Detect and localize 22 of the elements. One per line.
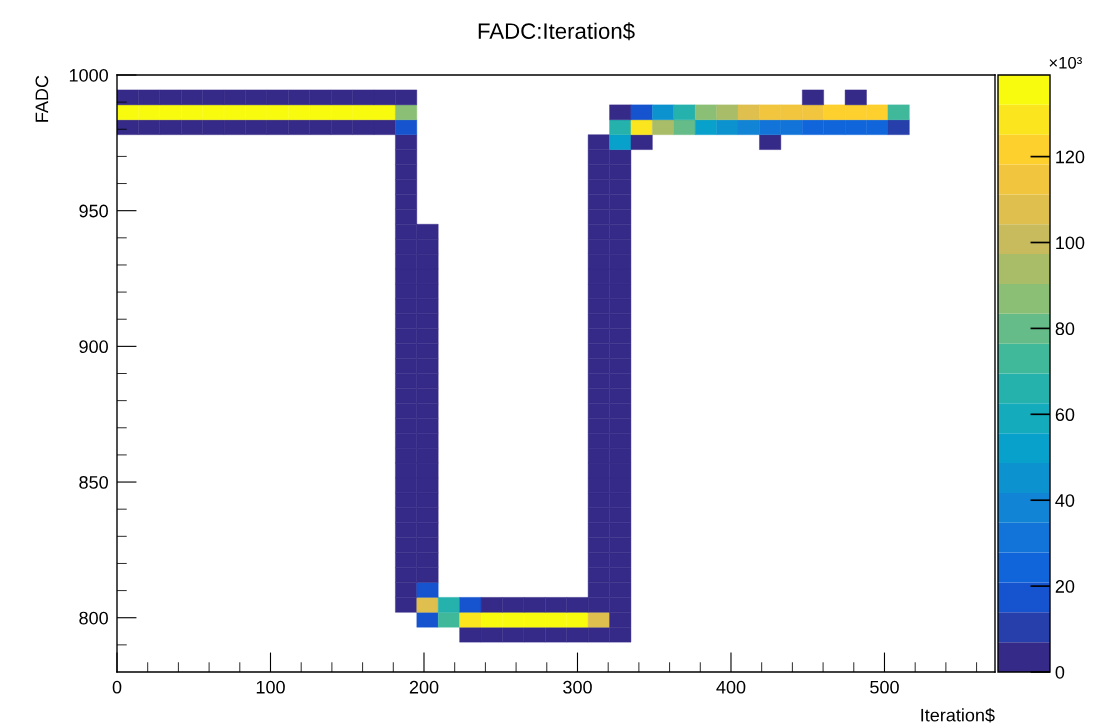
color-bar-label: 80 <box>1055 322 1075 336</box>
chart-title: FADC:Iteration$ <box>478 22 635 41</box>
x-tick-label: 0 <box>112 680 122 694</box>
x-tick-label: 500 <box>870 680 899 694</box>
color-bar-label: 100 <box>1056 236 1085 250</box>
y-tick-label: 1000 <box>69 68 108 82</box>
y-tick-label: 900 <box>79 340 108 354</box>
x-tick-label: 300 <box>563 680 592 694</box>
y-tick-label: 850 <box>79 475 108 489</box>
color-bar-label: 40 <box>1055 494 1075 507</box>
y-tick-label: 800 <box>79 611 108 625</box>
y-axis-title: FADC <box>35 75 49 122</box>
color-bar-label: 20 <box>1055 580 1075 593</box>
color-bar-label: 0 <box>1055 665 1065 679</box>
color-bar-title: ×10³ <box>1049 56 1082 69</box>
color-bar-label: 60 <box>1055 408 1075 422</box>
y-tick-label: 950 <box>79 204 108 218</box>
x-tick-label: 200 <box>409 680 439 694</box>
x-axis-title: Iteration$ <box>921 707 995 723</box>
x-tick-label: 100 <box>256 680 285 694</box>
color-bar-label: 120 <box>1056 150 1085 164</box>
x-tick-label: 400 <box>716 680 746 694</box>
